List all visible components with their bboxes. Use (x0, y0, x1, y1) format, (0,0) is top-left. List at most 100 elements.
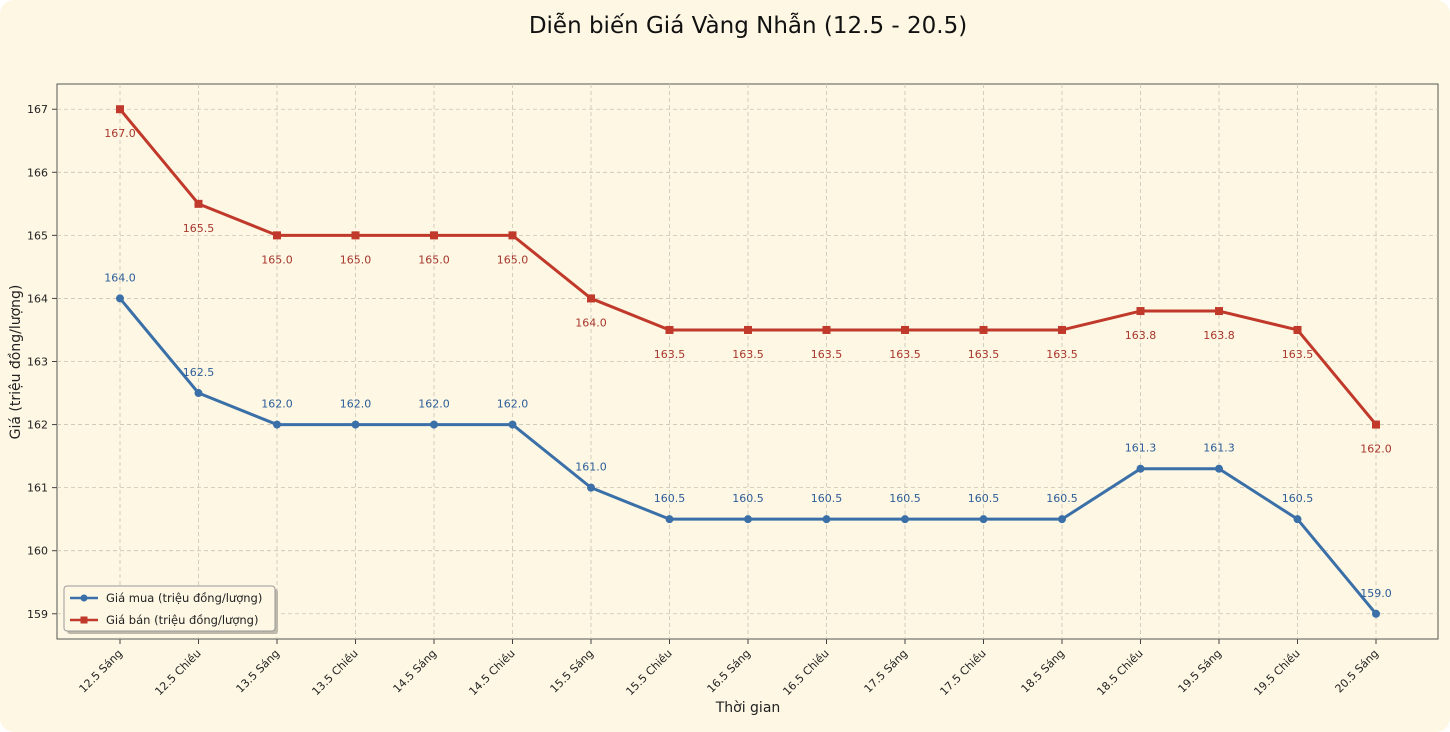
x-tick-label: 15.5 Sáng (548, 647, 597, 696)
y-tick-label: 166 (27, 166, 48, 179)
sell-price-data-label: 163.5 (811, 348, 843, 361)
x-tick-label: 19.5 Chiều (1251, 647, 1302, 698)
buy-price-data-label: 160.5 (1282, 492, 1314, 505)
x-tick-label: 12.5 Chiều (152, 647, 203, 698)
buy-price-data-label: 160.5 (811, 492, 843, 505)
x-tick-label: 20.5 Sáng (1333, 647, 1382, 696)
buy-price-point (1136, 464, 1145, 473)
sell-price-data-label: 163.5 (732, 348, 764, 361)
buy-price-data-label: 160.5 (732, 492, 764, 505)
buy-price-point (979, 515, 988, 524)
buy-price-data-label: 162.0 (261, 398, 293, 411)
buy-price-data-label: 161.3 (1203, 442, 1235, 455)
sell-price-point (587, 294, 595, 303)
sell-price-data-label: 162.0 (1360, 443, 1392, 456)
sell-price-point (508, 231, 517, 240)
sell-price-data-label: 165.5 (183, 222, 215, 235)
buy-price-point (1293, 515, 1302, 524)
sell-price-data-label: 163.8 (1125, 329, 1157, 342)
y-tick-label: 162 (27, 419, 48, 432)
sell-price-point (1136, 307, 1145, 316)
sell-price-data-label: 163.5 (1282, 348, 1314, 361)
buy-price-data-label: 161.0 (575, 461, 607, 474)
sell-price-point (430, 231, 438, 240)
x-axis-ticks: 12.5 Sáng 12.5 Chiều 13.5 Sáng 13.5 Chiều 14… (77, 639, 1382, 698)
sell-price-data-label: 164.0 (575, 316, 607, 329)
sell-price-data-label: 165.0 (418, 253, 450, 266)
x-tick-label: 14.5 Sáng (391, 647, 440, 696)
y-tick-label: 164 (27, 292, 48, 305)
sell-price-point (116, 105, 124, 114)
buy-price-point (116, 294, 124, 303)
sell-price-point (979, 325, 988, 334)
sell-price-data-label: 163.5 (1046, 348, 1078, 361)
buy-price-data-label: 161.3 (1125, 442, 1157, 455)
sell-price-point (744, 325, 752, 334)
sell-price-point (901, 325, 909, 334)
buy-price-point (508, 420, 517, 429)
sell-price-point (822, 325, 831, 334)
legend: Giá mua (triệu đồng/lượng) Giá bán (triệ… (63, 585, 278, 634)
x-tick-label: 17.5 Sáng (862, 647, 911, 696)
sell-price-point (194, 199, 203, 208)
buy-price-data-label: 164.0 (104, 271, 136, 284)
x-tick-label: 13.5 Chiều (309, 647, 360, 698)
buy-price-data-label: 160.5 (1046, 492, 1078, 505)
buy-price-point (1372, 609, 1380, 618)
buy-price-point (1058, 515, 1066, 524)
buy-price-point (194, 389, 203, 398)
chart-title: Diễn biến Giá Vàng Nhẫn (12.5 - 20.5) (529, 11, 967, 39)
legend-sell-marker (80, 616, 88, 624)
x-axis-label: Thời gian (715, 700, 781, 716)
x-tick-label: 19.5 Sáng (1176, 647, 1225, 696)
buy-price-data-label: 159.0 (1360, 587, 1392, 600)
buy-price-point (273, 420, 281, 429)
buy-price-data-label: 162.0 (497, 398, 529, 411)
y-axis-ticks: 159 160 161 162 163 164 165 166 167 (27, 103, 57, 621)
plot-area (56, 83, 1439, 640)
y-tick-label: 159 (27, 608, 48, 621)
sell-price-point (1372, 420, 1380, 429)
buy-price-point (351, 420, 360, 429)
buy-price-point (587, 483, 595, 492)
y-tick-label: 161 (27, 482, 48, 495)
sell-price-point (1293, 325, 1302, 334)
sell-price-point (1058, 325, 1066, 334)
legend-sell-label: Giá bán (triệu đồng/lượng) (106, 613, 258, 627)
x-tick-label: 18.5 Sáng (1019, 647, 1068, 696)
buy-price-data-label: 162.5 (183, 366, 215, 379)
x-tick-label: 14.5 Chiều (466, 647, 517, 698)
sell-price-data-label: 163.5 (968, 348, 1000, 361)
legend-box (63, 585, 276, 632)
legend-buy-marker (80, 594, 88, 602)
buy-price-data-label: 160.5 (889, 492, 921, 505)
buy-price-point (901, 515, 909, 524)
sell-price-data-label: 165.0 (497, 253, 529, 266)
sell-price-data-label: 163.5 (889, 348, 921, 361)
x-tick-label: 17.5 Chiều (937, 647, 988, 698)
buy-price-data-label: 162.0 (340, 398, 372, 411)
buy-price-data-label: 162.0 (418, 398, 450, 411)
buy-price-point (744, 515, 752, 524)
sell-price-data-label: 165.0 (261, 253, 293, 266)
buy-price-point (665, 515, 674, 524)
sell-price-point (273, 231, 281, 240)
buy-price-point (822, 515, 831, 524)
buy-price-data-label: 160.5 (968, 492, 1000, 505)
y-tick-label: 163 (27, 356, 48, 369)
y-tick-label: 165 (27, 229, 48, 242)
sell-price-point (351, 231, 360, 240)
y-tick-label: 160 (27, 545, 48, 558)
x-tick-label: 13.5 Sáng (234, 647, 283, 696)
sell-price-point (665, 325, 674, 334)
x-tick-label: 16.5 Chiều (780, 647, 831, 698)
sell-price-data-label: 167.0 (104, 127, 136, 140)
sell-price-data-label: 163.5 (654, 348, 686, 361)
sell-price-data-label: 165.0 (340, 253, 372, 266)
grid-lines (57, 84, 1438, 639)
x-tick-label: 16.5 Sáng (705, 647, 754, 696)
buy-price-point (430, 420, 438, 429)
legend-buy-label: Giá mua (triệu đồng/lượng) (106, 591, 262, 605)
